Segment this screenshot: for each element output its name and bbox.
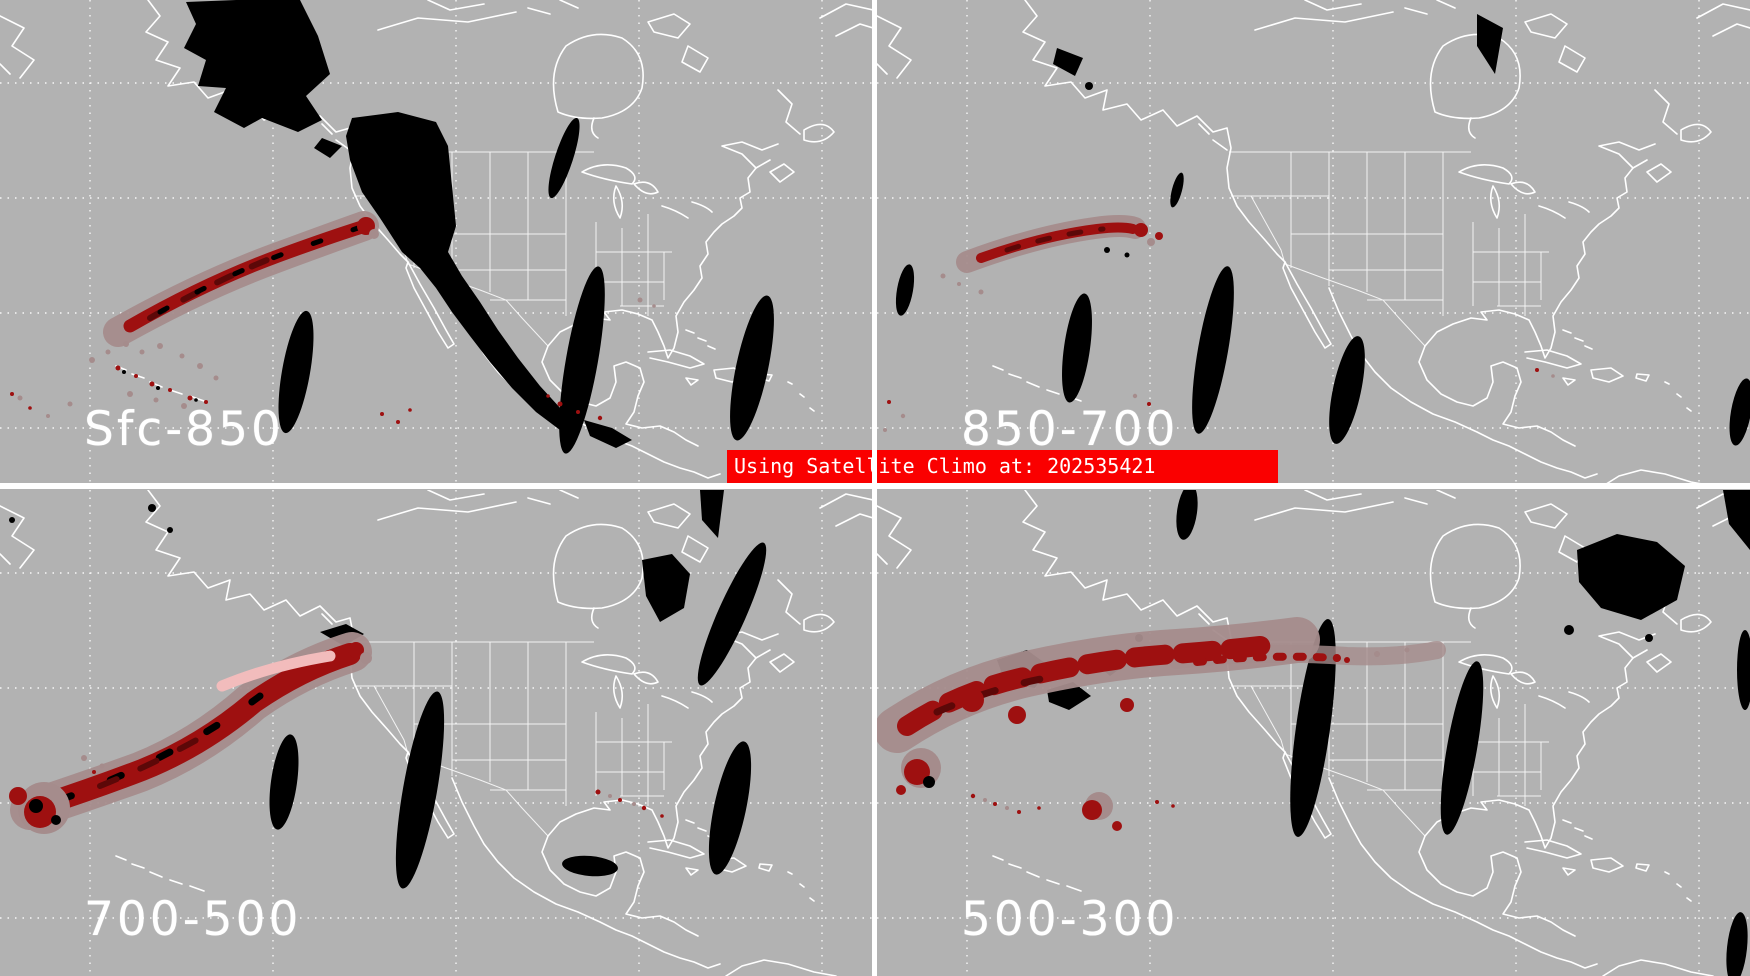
panel-label-sfc-850: Sfc-850 (84, 402, 284, 457)
moisture-plume (877, 617, 1446, 831)
moisture-plume (10, 211, 656, 424)
map-700-500 (0, 490, 873, 976)
panel-500-300: 500-300 (877, 490, 1750, 976)
moisture-plume (9, 632, 664, 834)
panel-divider-horizontal (0, 483, 1750, 489)
panel-label-700-500: 700-500 (84, 892, 302, 947)
status-banner: Using Satellite Climo at: 202535421 (727, 450, 1278, 483)
map-500-300 (877, 490, 1750, 976)
no-data-regions (9, 490, 767, 889)
panel-label-850-700: 850-700 (961, 402, 1179, 457)
panel-label-500-300: 500-300 (961, 892, 1179, 947)
no-data-regions (895, 14, 1750, 446)
status-banner-text: Using Satellite Climo at: 202535421 (734, 454, 1156, 478)
map-sfc-850 (0, 0, 873, 486)
panel-850-700: 850-700 (877, 0, 1750, 486)
no-data-regions (184, 0, 774, 454)
panel-700-500: 700-500 (0, 490, 873, 976)
moisture-plume (883, 215, 1555, 432)
map-850-700 (877, 0, 1750, 486)
panel-sfc-850: Sfc-850 (0, 0, 873, 486)
